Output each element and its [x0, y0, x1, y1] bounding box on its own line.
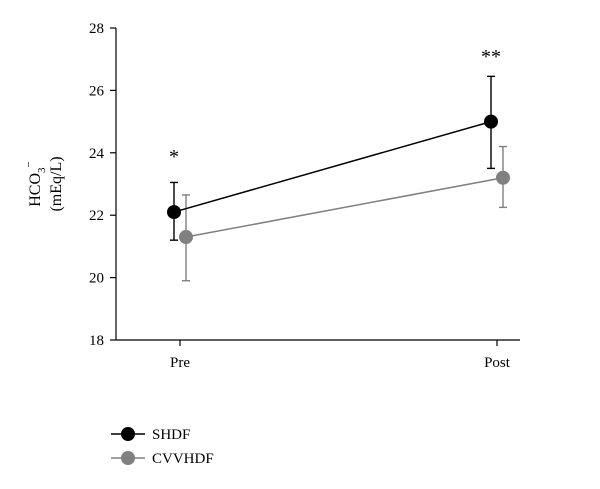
data-point-shdf: [484, 114, 498, 129]
series-layer: [167, 75, 510, 282]
y-tick-label: 26: [89, 83, 105, 99]
legend: SHDF CVVHDF: [111, 427, 214, 467]
significance-marker: **: [481, 46, 501, 68]
y-tick-label: 22: [89, 208, 104, 224]
y-tick-label: 28: [89, 21, 104, 37]
y-axis-title-unit: (mEq/L): [48, 156, 65, 211]
y-axis-title-main: HCO: [27, 173, 44, 207]
y-tick-label: 20: [89, 271, 104, 287]
y-axis-title-subscript: 3: [36, 167, 48, 173]
significance-marker: *: [169, 146, 179, 168]
series-shdf: [167, 75, 498, 241]
y-axis-ticks: 18 20 22 24 26 28: [89, 21, 116, 349]
data-point-cvvhdf: [496, 170, 510, 185]
data-point-cvvhdf: [179, 230, 193, 245]
legend-marker: [121, 451, 135, 465]
data-point-shdf: [167, 205, 181, 220]
y-axis-title-superscript: −: [23, 161, 35, 167]
y-axis-title: HCO3−: [23, 161, 48, 207]
legend-label: CVVHDF: [152, 451, 214, 467]
series-line-shdf: [173, 120, 492, 213]
legend-item-shdf: SHDF: [111, 427, 190, 443]
y-tick-label: 18: [89, 333, 104, 349]
legend-marker: [121, 427, 135, 441]
series-line-cvvhdf: [185, 177, 504, 238]
x-axis-ticks: Pre Post: [170, 340, 511, 371]
significance-annotations: ***: [169, 46, 501, 168]
legend-item-cvvhdf: CVVHDF: [111, 451, 214, 467]
legend-label: SHDF: [152, 427, 190, 443]
y-tick-label: 24: [89, 146, 105, 162]
x-tick-label-post: Post: [484, 355, 511, 371]
series-cvvhdf: [179, 145, 510, 282]
x-tick-label-pre: Pre: [170, 355, 190, 371]
